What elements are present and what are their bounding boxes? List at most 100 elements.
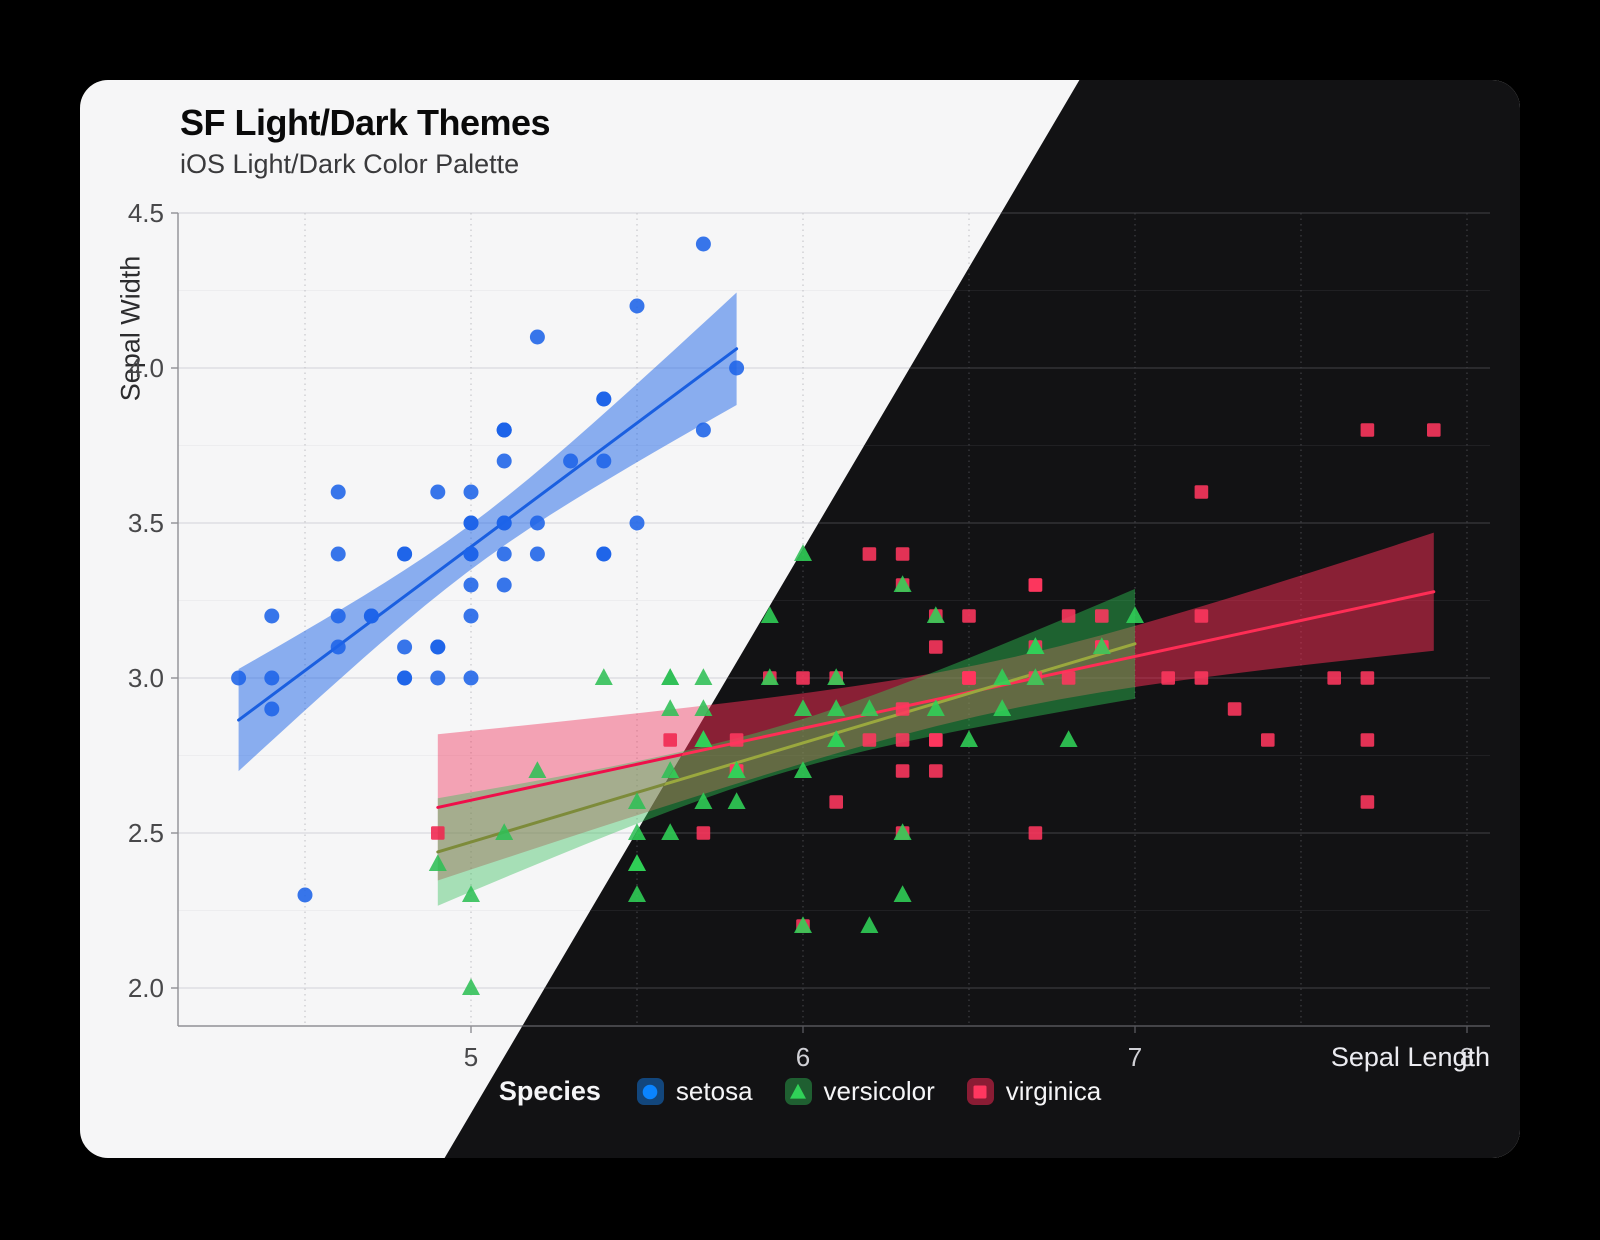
versicolor-point <box>993 668 1012 685</box>
virginica-point <box>1227 702 1242 716</box>
setosa-trend-line <box>237 347 739 722</box>
setosa-point <box>496 546 512 562</box>
chart-card: SF Light/Dark Themes iOS Light/Dark Colo… <box>80 80 1520 1158</box>
versicolor-point <box>860 699 879 716</box>
legend-item-setosa: setosa <box>636 1076 753 1107</box>
versicolor-point <box>594 668 613 685</box>
versicolor-point <box>1026 668 1045 685</box>
setosa-point <box>430 484 446 500</box>
legend-item-versicolor: versicolor <box>784 1076 935 1107</box>
virginica-point <box>829 795 843 809</box>
versicolor-point <box>661 823 680 840</box>
setosa-confidence-band <box>238 292 737 772</box>
setosa-point <box>463 670 479 686</box>
virginica-point <box>1360 733 1375 747</box>
setosa-point <box>496 453 512 469</box>
setosa-point <box>496 422 512 438</box>
virginica-point <box>1028 826 1043 840</box>
virginica-point <box>1061 671 1076 685</box>
virginica-point <box>1194 485 1209 499</box>
versicolor-point <box>727 792 746 809</box>
setosa-point <box>463 484 479 500</box>
virginica-point <box>895 702 910 716</box>
setosa-point <box>563 453 579 469</box>
setosa-point <box>463 608 479 624</box>
versicolor-point <box>893 823 912 840</box>
versicolor-point <box>960 730 978 747</box>
legend: Species setosa versicolor <box>444 1076 1520 1107</box>
setosa-point <box>729 360 745 376</box>
setosa-swatch <box>636 1078 664 1105</box>
setosa-point <box>330 639 346 655</box>
versicolor-point <box>926 606 945 623</box>
y-tick-label: 3.0 <box>128 663 164 693</box>
versicolor-point <box>794 761 812 778</box>
versicolor-point <box>794 916 812 933</box>
setosa-point <box>596 453 612 469</box>
versicolor-point <box>528 761 547 778</box>
setosa-point <box>695 236 711 252</box>
versicolor-point <box>661 699 680 716</box>
x-tick-label: 6 <box>796 1042 810 1072</box>
setosa-point <box>529 515 545 531</box>
setosa-point <box>397 639 413 655</box>
x-tick-label: 5 <box>464 1042 478 1072</box>
setosa-point <box>330 608 346 624</box>
versicolor-point <box>893 575 912 592</box>
legend-label-virginica: virginica <box>1005 1076 1102 1106</box>
virginica-point <box>431 826 445 840</box>
setosa-point <box>695 422 711 438</box>
virginica-point <box>1194 671 1209 685</box>
virginica-point <box>796 671 810 685</box>
y-tick-label: 4.5 <box>128 198 164 228</box>
versicolor-point <box>1126 606 1144 623</box>
legend-label-setosa: setosa <box>675 1076 753 1106</box>
virginica-point <box>962 609 976 623</box>
x-axis-title: Sepal Length <box>1330 1042 1490 1072</box>
setosa-point <box>330 546 346 562</box>
versicolor-point <box>628 792 646 809</box>
versicolor-point <box>827 730 846 747</box>
virginica-point <box>895 764 910 778</box>
virginica-point <box>895 547 910 561</box>
setosa-point <box>629 515 645 531</box>
virginica-point <box>1360 423 1375 437</box>
x-tick-label: 8 <box>1460 1042 1474 1072</box>
setosa-point <box>496 577 512 593</box>
x-tick-label: 7 <box>1128 1042 1142 1072</box>
setosa-point <box>430 639 446 655</box>
versicolor-point <box>794 699 812 716</box>
virginica-point <box>1161 671 1175 685</box>
setosa-point <box>231 670 247 686</box>
setosa-point <box>264 608 280 624</box>
setosa-point <box>397 546 413 562</box>
virginica-point <box>696 826 711 840</box>
virginica-point <box>1061 609 1076 623</box>
versicolor-point <box>462 978 480 995</box>
legend-label-versicolor: versicolor <box>823 1076 935 1106</box>
setosa-point <box>264 670 280 686</box>
legend-item-virginica: virginica <box>966 1076 1102 1107</box>
virginica-point <box>1194 609 1209 623</box>
chart-subtitle: iOS Light/Dark Color Palette <box>180 149 520 180</box>
versicolor-point <box>628 854 646 871</box>
versicolor-point <box>1059 730 1078 747</box>
legend-title: Species <box>498 1076 601 1106</box>
versicolor-point <box>628 885 646 902</box>
virginica-point <box>1028 578 1043 592</box>
setosa-point <box>297 887 313 903</box>
versicolor-point <box>694 668 713 685</box>
setosa-point <box>529 546 545 562</box>
versicolor-point <box>694 792 713 809</box>
circle-marker-icon <box>643 1084 658 1099</box>
y-tick-label: 4.0 <box>128 353 164 383</box>
virginica-point <box>862 547 877 561</box>
square-marker-icon <box>973 1085 987 1098</box>
setosa-point <box>596 391 612 407</box>
virginica-point <box>929 764 943 778</box>
setosa-point <box>463 546 479 562</box>
triangle-marker-icon <box>790 1083 807 1099</box>
setosa-point <box>363 608 379 624</box>
chart-header: SF Light/Dark Themes iOS Light/Dark Colo… <box>180 102 551 180</box>
virginica-point <box>862 733 877 747</box>
